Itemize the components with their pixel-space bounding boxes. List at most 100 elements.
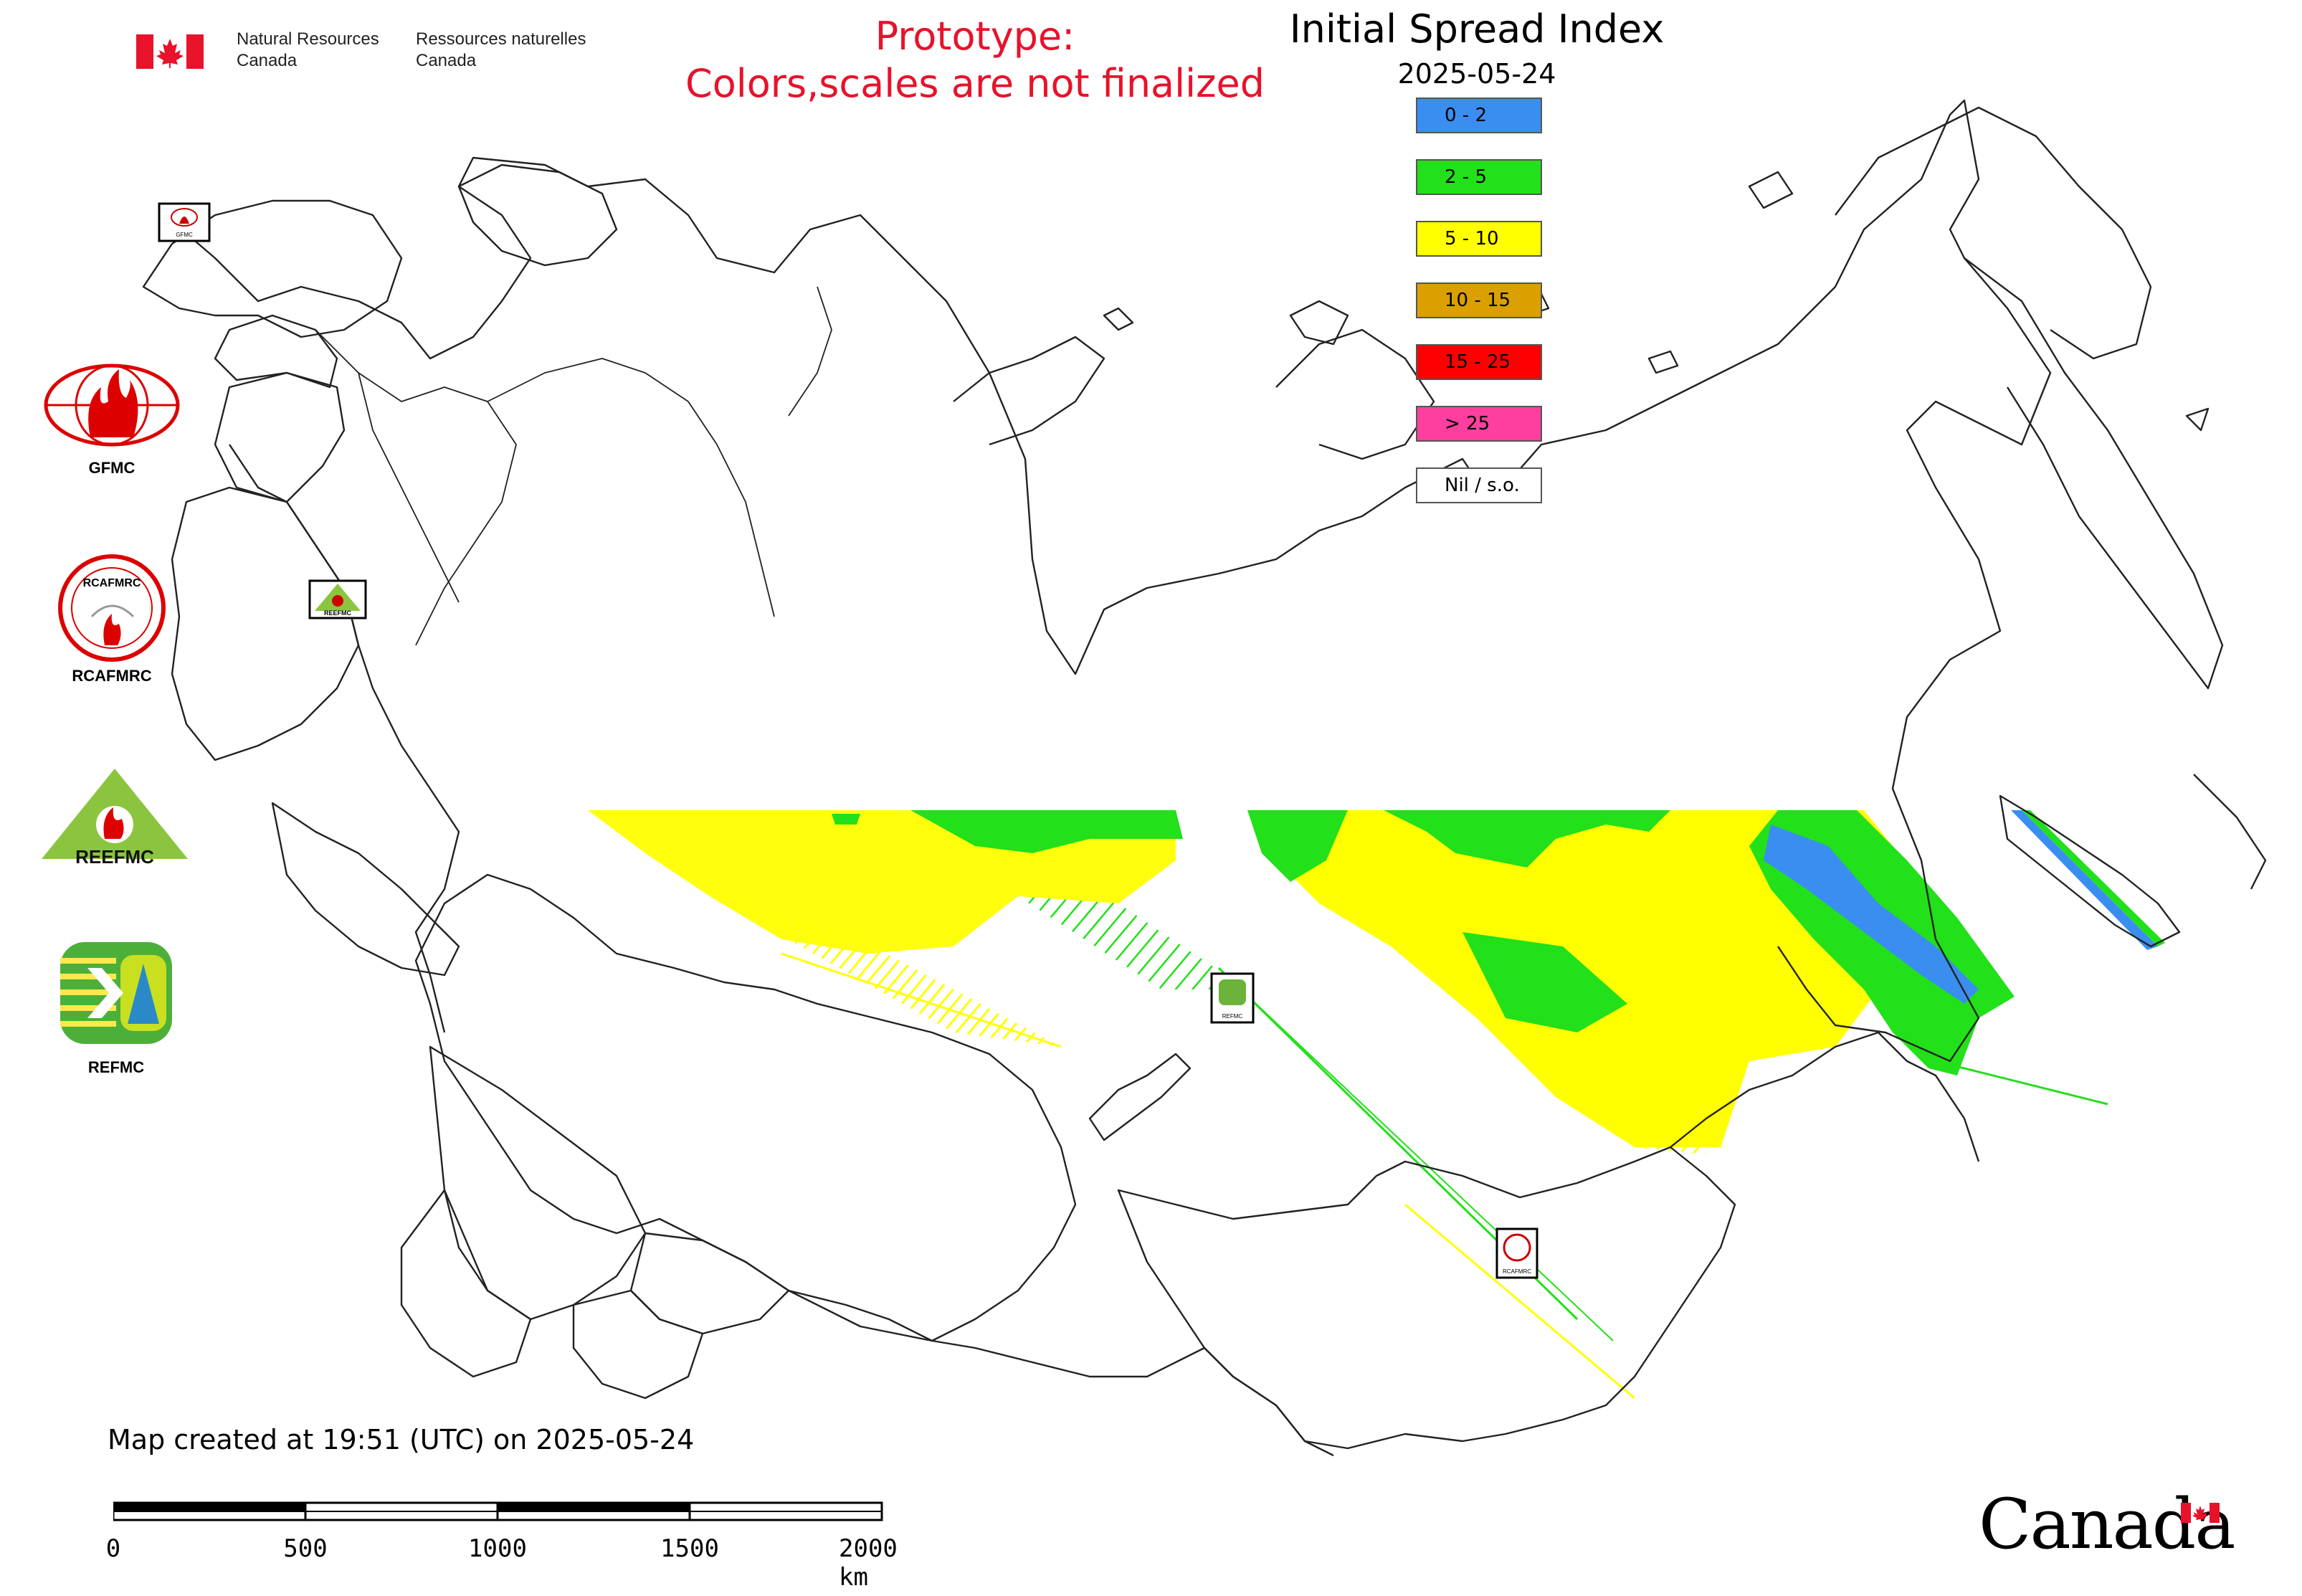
- gfmc-logo-icon: [44, 364, 180, 447]
- isi-zone-green: [1247, 810, 1348, 882]
- svg-text:RCAFMRC: RCAFMRC: [83, 577, 141, 589]
- isi-streak-line: [1935, 1060, 2108, 1106]
- japan-outline: [2193, 774, 2267, 890]
- legend-label: 2 - 5: [1445, 166, 1487, 188]
- arctic-island: [1103, 307, 1134, 331]
- ukraine-outline: [171, 486, 360, 761]
- taimyr-outline: [1275, 328, 1435, 460]
- region-borders: [315, 286, 832, 646]
- country-outlines: [142, 99, 2267, 1457]
- russia-coastline: [164, 99, 2052, 1063]
- isi-sakhalin-strip: [2011, 810, 2158, 950]
- scale-tick-label: 2000 km: [839, 1534, 898, 1592]
- kamchatka-outline: [1964, 257, 2224, 690]
- department-name-en: Natural Resources Canada: [237, 29, 379, 72]
- refmc-logo-icon: [60, 942, 172, 1044]
- isi-streaks-green: [1018, 896, 1247, 989]
- belarus-outline: [214, 371, 346, 503]
- department-fr-line2: Canada: [416, 51, 477, 70]
- logo-refmc[interactable]: REFMC: [52, 939, 195, 1097]
- scandinavia-outline: [142, 199, 403, 338]
- legend-item: 15 - 25: [1416, 344, 1542, 380]
- isi-data-layer: [588, 810, 2165, 1400]
- map-title: Initial Spread Index: [1289, 6, 1665, 52]
- isi-streak-line: [1232, 982, 1614, 1341]
- logo-rcafmrc-label: RCAFMRC: [72, 667, 152, 685]
- canada-wordmark: Canada: [1979, 1484, 2235, 1564]
- scale-bar-graphic: [113, 1501, 883, 1521]
- prototype-notice: Prototype: Colors,scales are not finaliz…: [645, 13, 1305, 108]
- uzbekistan-outline: [429, 1045, 647, 1321]
- kyrgyz-outline: [629, 1232, 790, 1335]
- isi-zone-green: [1384, 810, 1670, 868]
- canada-wordmark-text: Canada: [1979, 1484, 2235, 1564]
- rcafmrc-logo-icon: RCAFMRC: [58, 554, 166, 662]
- prototype-notice-line2: Colors,scales are not finalized: [685, 61, 1265, 106]
- badge-rcafmrc[interactable]: RCAFMRC: [1495, 1227, 1538, 1279]
- kazakhstan-outline: [414, 873, 1077, 1342]
- china-border: [788, 1289, 1334, 1457]
- isi-zone-green: [910, 810, 1183, 853]
- isi-streak-line: [1404, 1203, 1635, 1400]
- isi-zone-blue: [1764, 825, 1979, 1004]
- badge-gfmc[interactable]: GFMC: [158, 202, 211, 242]
- prototype-notice-line1: Prototype:: [875, 14, 1075, 59]
- logo-gfmc[interactable]: GFMC: [40, 358, 184, 488]
- logo-rcafmrc[interactable]: RCAFMRC RCAFMRC: [40, 552, 184, 688]
- mongolia-outline: [1117, 1146, 1736, 1450]
- lake-baikal-outline: [1088, 1053, 1192, 1141]
- department-name-fr: Ressources naturelles Canada: [416, 29, 586, 72]
- isi-zone-green: [1462, 932, 1627, 1032]
- china-northeast-border: [1670, 1031, 1980, 1162]
- government-signature: Natural Resources Canada Ressources natu…: [136, 29, 638, 79]
- novaya-zemlya-outline: [953, 336, 1105, 446]
- isi-sakhalin-strip: [2022, 810, 2165, 946]
- map-created-timestamp: Map created at 19:51 (UTC) on 2025-05-24: [108, 1424, 695, 1455]
- badge-gfmc-text: GFMC: [176, 232, 193, 238]
- caucasus-outline: [271, 802, 460, 977]
- badge-reefmc[interactable]: REEFMC: [308, 579, 367, 619]
- severnaya-zemlya-outline: [1289, 300, 1349, 346]
- legend-label: Nil / s.o.: [1445, 475, 1520, 496]
- svg-text:REEFMC: REEFMC: [75, 846, 154, 868]
- logo-refmc-label: REFMC: [87, 1058, 145, 1076]
- scale-tick-label: 1000: [468, 1534, 527, 1563]
- baltic-outline: [214, 314, 338, 389]
- legend-label: 10 - 15: [1445, 290, 1511, 311]
- legend-item: > 25: [1416, 406, 1542, 442]
- legend-label: 15 - 25: [1445, 351, 1511, 373]
- isi-streaks-yellow: [1477, 1018, 1706, 1154]
- wordmark-flag-icon: [2181, 1503, 2220, 1523]
- legend-item: 10 - 15: [1416, 282, 1542, 318]
- department-en-line2: Canada: [237, 51, 298, 70]
- logo-reefmc[interactable]: REEFMC: [36, 767, 194, 875]
- scale-bar: 0 500 1000 1500 2000 km: [106, 1498, 968, 1592]
- canada-flag-icon: [136, 34, 204, 69]
- badge-refmc[interactable]: REFMC: [1210, 972, 1255, 1024]
- legend-item: 0 - 2: [1416, 98, 1542, 133]
- arctic-island: [1647, 350, 1679, 374]
- legend-label: 0 - 2: [1445, 105, 1487, 126]
- reefmc-logo-icon: REEFMC: [42, 769, 188, 868]
- logo-gfmc-label: GFMC: [88, 459, 135, 477]
- legend-item: Nil / s.o.: [1416, 467, 1542, 503]
- tajik-outline: [572, 1289, 704, 1400]
- legend-label: > 25: [1445, 413, 1490, 434]
- isi-streaks-yellow: [645, 853, 1061, 1047]
- turkmenistan-outline: [400, 1189, 532, 1378]
- scale-tick-label: 500: [283, 1534, 328, 1563]
- legend-item: 5 - 10: [1416, 221, 1542, 257]
- sakhalin-outline: [1999, 794, 2181, 948]
- badge-rcafmrc-text: RCAFMRC: [1503, 1268, 1531, 1275]
- badge-refmc-text: REFMC: [1222, 1013, 1243, 1020]
- map-date: 2025-05-24: [1397, 58, 1556, 90]
- arctic-island: [2185, 407, 2210, 432]
- chukotka-outline: [1835, 106, 2152, 360]
- arctic-island: [1748, 171, 1794, 209]
- isi-zone-green: [832, 814, 860, 825]
- legend-item: 2 - 5: [1416, 159, 1542, 195]
- badge-reefmc-text: REEFMC: [324, 609, 352, 617]
- department-en-line1: Natural Resources: [237, 29, 379, 49]
- scale-tick-label: 1500: [660, 1534, 719, 1563]
